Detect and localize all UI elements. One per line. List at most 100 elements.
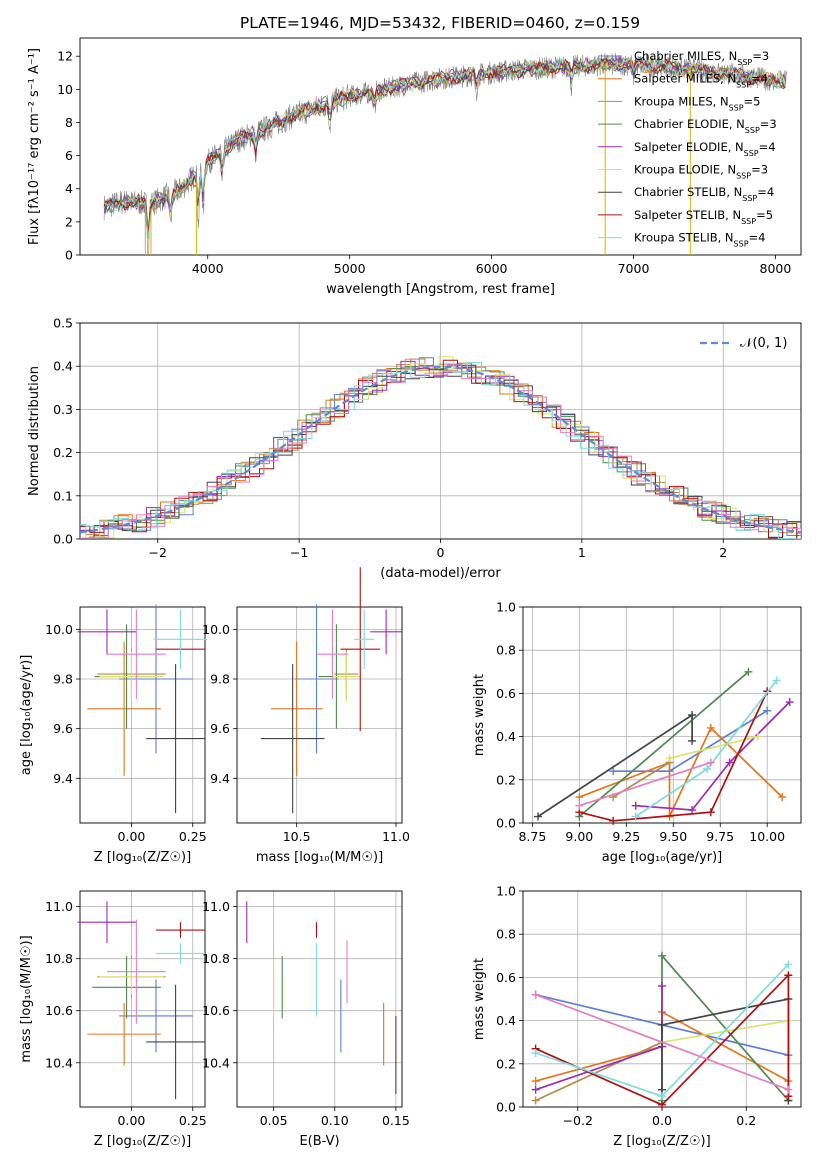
plus-marker [665,754,674,763]
plus-marker [785,698,794,707]
error-point [294,604,339,754]
axes-frame [79,890,206,1108]
weight-line [579,690,768,822]
y-tick-label: 12 [57,49,73,64]
x-tick-label: 5000 [334,261,366,276]
histogram-series [80,364,801,539]
weight-series [534,711,697,821]
legend-label: Salpeter MILES, NSSP=4 [634,72,768,90]
x-tick-label: 9.25 [612,829,640,844]
weight-series [665,732,762,763]
x-tick-label: −1 [290,545,308,560]
legend-suffix: =5 [744,94,761,108]
error-point [119,604,193,754]
weight-line [535,973,790,1106]
x-axis-label: mass [log₁₀(M/M☉)] [256,850,383,865]
plus-marker [575,793,584,802]
y-tick-label: 0.5 [53,316,73,331]
x-tick-label: 7000 [618,261,650,276]
model-8 [103,57,786,238]
histograms [80,356,801,539]
plus-marker [658,951,666,960]
error-point [155,922,205,938]
y-axis-label: Normed distribution [27,366,42,496]
legend-entry: Salpeter ELODIE, NSSP=4 [598,140,776,157]
legend-label: Kroupa ELODIE, NSSP=3 [634,163,768,181]
legend-sub: SSP [741,216,756,225]
y-tick-label: 10.4 [202,1055,230,1070]
legend-entry: Chabrier STELIB, NSSP=4 [598,185,774,203]
legend-entry: Kroupa STELIB, NSSP=4 [598,231,765,248]
plus-marker [784,960,793,969]
x-tick-label: −2 [149,545,167,560]
legend-entry: Salpeter STELIB, NSSP=5 [598,208,773,225]
error-point [106,609,166,699]
x-tick-label: 0.2 [736,1113,756,1128]
axes-age-vs-mass: 10.5 11.0 9.4 9.6 9.8 10.0 mass [log₁₀(M/M☉)] [202,567,410,865]
x-tick-label: 11.0 [382,829,410,844]
x-axis-label: age [log₁₀(age/yr)] [602,850,723,865]
weight-series [575,758,715,810]
weight-series [631,698,794,815]
legend-label: Chabrier MILES, NSSP=3 [634,49,769,67]
x-tick-label: 9.00 [565,829,593,844]
y-tick-label: 0.1 [53,488,73,503]
plus-marker [631,801,640,810]
axes-mass-vs-EBV: 0.05 0.10 0.15 10.4 10.6 10.8 11.0 E(B-V) [202,890,410,1149]
model-7 [103,58,786,232]
figure-title: PLATE=1946, MJD=53432, FIBERID=0460, z=0… [240,14,640,32]
legend-sub: SSP [742,194,757,203]
error-point [155,943,205,964]
y-tick-label: 10.4 [45,1055,73,1070]
x-tick-label: 9.75 [706,829,734,844]
plus-marker [609,816,618,825]
legend-sub: SSP [729,103,744,112]
legend-sub: SSP [737,58,752,67]
error-point [87,1002,161,1066]
error-point [99,651,164,702]
x-axis-label: (data-model)/error [380,566,501,581]
y-tick-label: 9.4 [210,771,230,786]
weight-series [531,1038,666,1105]
y-tick-label: 9.8 [210,672,230,687]
plus-marker [688,711,697,719]
legend-sub: SSP [736,171,751,180]
y-tick-label: 0.2 [496,1056,516,1071]
y-tick-label: 0.4 [496,1013,516,1028]
x-axis-label: Z [log₁₀(Z/Z☉)] [94,850,191,865]
error-point [146,984,205,1100]
error-point [87,641,161,776]
y-tick-label: 10.8 [202,951,230,966]
axes-residuals: −2 −1 0 1 2 0.0 0.1 0.2 0.3 0.4 0.5 (data-model)/er… [27,316,802,581]
y-tick-label: 9.6 [210,721,230,736]
weight-line [669,735,759,760]
weight-series [531,960,793,1101]
legend-suffix: =5 [756,208,773,222]
y-tick-label: 0.2 [496,772,516,787]
plus-marker [784,1085,793,1094]
y-tick-label: 10.6 [202,1003,230,1018]
plus-marker [658,1092,666,1101]
plus-marker [703,765,712,773]
legend-label: 𝒩(0, 1) [740,336,787,351]
y-tick-label: 1.0 [496,884,516,899]
plus-marker [725,758,734,767]
x-tick-label: 0.25 [179,829,207,844]
legend-entry: Chabrier ELODIE, NSSP=3 [598,117,777,135]
plus-marker [753,732,762,741]
plus-marker [744,667,753,676]
y-tick-label: 0.6 [496,686,516,701]
x-tick-label: 0.05 [260,1113,288,1128]
y-tick-label: 0.4 [53,359,73,374]
y-tick-label: 9.8 [53,672,73,687]
legend-suffix: =4 [759,140,776,154]
legend-label: Chabrier ELODIE, NSSP=3 [634,117,777,135]
error-point [77,901,137,944]
axes-weight-vs-Z: −0.2 0.0 0.2 0.0 0.2 0.4 0.6 0.8 1.0 Z [log₁₀(Z/Z… [472,884,802,1149]
axes-weight-vs-age: 8.75 9.00 9.25 9.50 9.75 10.00 0.0 0.2 0.4 0.6 0.8… [472,600,802,865]
plus-marker [531,990,540,999]
error-point [99,958,164,996]
x-tick-label: 6000 [476,261,508,276]
y-tick-label: 10 [57,82,73,97]
x-tick-label: 0.15 [382,1113,410,1128]
